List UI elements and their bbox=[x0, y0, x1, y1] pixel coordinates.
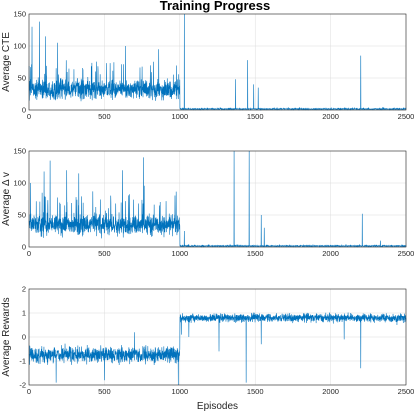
y-tick-label: 0 bbox=[22, 106, 26, 115]
x-tick-label: 1000 bbox=[171, 387, 188, 396]
y-tick-label: 2 bbox=[22, 285, 26, 294]
x-tick-label: 500 bbox=[98, 387, 111, 396]
x-tick-label: 2500 bbox=[398, 387, 414, 396]
grid bbox=[28, 288, 407, 386]
x-tick-label: 500 bbox=[98, 249, 111, 258]
x-tick-label: 2500 bbox=[398, 112, 414, 121]
y-tick-label: 50 bbox=[18, 74, 26, 83]
x-tick-labels: 0 500 1000 1500 2000 2500 bbox=[27, 249, 414, 258]
x-tick-label: 1000 bbox=[171, 112, 188, 121]
x-tick-label: 2000 bbox=[322, 249, 339, 258]
y-tick-label: -1 bbox=[19, 357, 26, 366]
subplot-average-rewards: 0 500 1000 1500 2000 2500 -2 -1 0 1 2 Average Rew… bbox=[1, 285, 414, 413]
y-tick-label: 100 bbox=[13, 42, 26, 51]
figure-title: Training Progress bbox=[160, 0, 271, 13]
y-tick-label: 0 bbox=[22, 243, 26, 252]
x-tick-label: 1500 bbox=[247, 112, 264, 121]
x-tick-label: 500 bbox=[98, 112, 111, 121]
y-axis-label: Average CTE bbox=[1, 32, 12, 92]
y-tick-labels: 0 50 100 150 bbox=[13, 147, 26, 252]
x-tick-label: 0 bbox=[27, 387, 31, 396]
y-axis-label: Average Rewards bbox=[1, 297, 12, 376]
grid bbox=[28, 150, 407, 248]
x-axis-label: Episodes bbox=[197, 401, 238, 412]
y-tick-label: 150 bbox=[13, 147, 26, 156]
series-line bbox=[28, 13, 407, 111]
y-tick-label: 1 bbox=[22, 309, 26, 318]
y-tick-label: 0 bbox=[22, 333, 26, 342]
y-tick-label: -2 bbox=[19, 381, 26, 390]
y-tick-label: 100 bbox=[13, 179, 26, 188]
y-tick-label: 150 bbox=[13, 10, 26, 19]
x-tick-label: 2000 bbox=[322, 112, 339, 121]
x-tick-label: 2500 bbox=[398, 249, 414, 258]
y-tick-label: 50 bbox=[18, 211, 26, 220]
y-tick-labels: -2 -1 0 1 2 bbox=[19, 285, 26, 390]
x-tick-label: 1500 bbox=[247, 387, 264, 396]
series-line bbox=[28, 312, 407, 386]
subplot-average-cte: 0 500 1000 1500 2000 2500 0 50 100 150 Average C… bbox=[1, 10, 414, 122]
series-line bbox=[28, 150, 407, 248]
x-tick-labels: 0 500 1000 1500 2000 2500 bbox=[27, 387, 414, 396]
axes-frame bbox=[28, 288, 407, 386]
x-tick-labels: 0 500 1000 1500 2000 2500 bbox=[27, 112, 414, 121]
axes-frame bbox=[28, 150, 407, 248]
x-tick-label: 1500 bbox=[247, 249, 264, 258]
y-axis-label: Average Δ v bbox=[1, 172, 12, 226]
x-tick-label: 0 bbox=[27, 249, 31, 258]
y-tick-labels: 0 50 100 150 bbox=[13, 10, 26, 115]
axes-frame bbox=[28, 13, 407, 111]
subplot-average-delta-v: 0 500 1000 1500 2000 2500 0 50 100 150 Average Δ… bbox=[1, 147, 414, 259]
x-tick-label: 0 bbox=[27, 112, 31, 121]
x-tick-label: 1000 bbox=[171, 249, 188, 258]
x-tick-label: 2000 bbox=[322, 387, 339, 396]
